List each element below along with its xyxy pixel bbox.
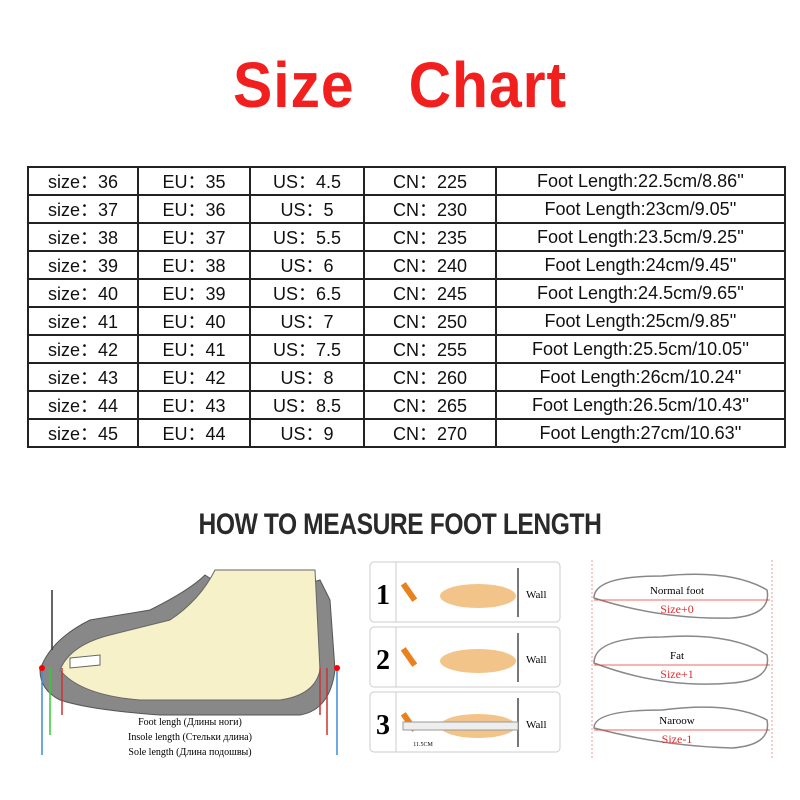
table-cell: EU：38 <box>137 250 251 280</box>
table-row: size：45 EU：44 US：9 CN：270 Foot Length:27cm/1… <box>27 418 786 448</box>
foot-icon <box>440 649 516 673</box>
table-cell: size：38 <box>27 222 139 252</box>
table-cell: Foot Length:23cm/9.05'' <box>495 194 786 224</box>
sole-length-label: Sole length (Длина подошвы) <box>128 747 251 758</box>
foot-outline <box>593 635 769 685</box>
table-cell: size：45 <box>27 418 139 448</box>
table-cell: EU：36 <box>137 194 251 224</box>
table-row: size：38 EU：37 US：5.5 CN：235 Foot Length:23.5… <box>27 222 786 252</box>
foot-outline <box>593 573 769 619</box>
table-cell: Foot Length:27cm/10.63'' <box>495 418 786 448</box>
table-cell: US：6.5 <box>249 278 365 308</box>
table-cell: US：5 <box>249 194 365 224</box>
table-row: size：41 EU：40 US：7 CN：250 Foot Length:25cm/9… <box>27 306 786 336</box>
table-cell: CN：250 <box>363 306 497 336</box>
table-cell: Foot Length:24.5cm/9.65'' <box>495 278 786 308</box>
step-number: 1 <box>376 580 390 611</box>
table-cell: size：37 <box>27 194 139 224</box>
table-cell: size：43 <box>27 362 139 392</box>
table-cell: US：6 <box>249 250 365 280</box>
table-row: size：42 EU：41 US：7.5 CN：255 Foot Length:25.5… <box>27 334 786 364</box>
table-cell: EU：42 <box>137 362 251 392</box>
table-cell: CN：225 <box>363 166 497 196</box>
table-cell: size：36 <box>27 166 139 196</box>
table-row: size：44 EU：43 US：8.5 CN：265 Foot Length:26.5… <box>27 390 786 420</box>
table-cell: EU：41 <box>137 334 251 364</box>
foot-type-label: Naroow <box>659 715 694 727</box>
table-cell: size：42 <box>27 334 139 364</box>
pencil-icon <box>400 582 418 602</box>
step-number: 3 <box>376 710 390 741</box>
measure-steps: 1 Wall 2 Wall 3 Wall 11.5CM <box>369 561 561 753</box>
wall-label: Wall <box>526 589 547 601</box>
table-cell: US：7.5 <box>249 334 365 364</box>
table-cell: US：4.5 <box>249 166 365 196</box>
step-number: 2 <box>376 645 390 676</box>
table-cell: CN：230 <box>363 194 497 224</box>
table-cell: Foot Length:25cm/9.85'' <box>495 306 786 336</box>
table-cell: Foot Length:26.5cm/10.43'' <box>495 390 786 420</box>
table-cell: EU：44 <box>137 418 251 448</box>
table-cell: Foot Length:25.5cm/10.05'' <box>495 334 786 364</box>
table-cell: CN：245 <box>363 278 497 308</box>
wall-label: Wall <box>526 654 547 666</box>
foot-size-label: Size-1 <box>662 732 693 746</box>
ruler-label: 11.5CM <box>413 742 433 748</box>
table-cell: CN：260 <box>363 362 497 392</box>
table-cell: size：40 <box>27 278 139 308</box>
foot-size-label: Size+0 <box>660 602 693 616</box>
table-cell: US：8.5 <box>249 390 365 420</box>
shoe-diagram: Foot lengh (Длины ноги) Insole length (С… <box>39 569 340 758</box>
size-table: size：36 EU：35 US：4.5 CN：225 Foot Length:22.5… <box>27 166 786 448</box>
table-cell: US：8 <box>249 362 365 392</box>
table-row: size：43 EU：42 US：8 CN：260 Foot Length:26cm/1… <box>27 362 786 392</box>
insole-length-label: Insole length (Стельки длина) <box>128 732 252 743</box>
table-cell: CN：235 <box>363 222 497 252</box>
table-cell: EU：35 <box>137 166 251 196</box>
pencil-icon <box>400 647 418 667</box>
table-cell: EU：37 <box>137 222 251 252</box>
table-row: size：37 EU：36 US：5 CN：230 Foot Length:23cm/9… <box>27 194 786 224</box>
foot-shape <box>59 569 321 701</box>
table-cell: size：41 <box>27 306 139 336</box>
table-row: size：36 EU：35 US：4.5 CN：225 Foot Length:22.5… <box>27 166 786 196</box>
foot-types: Normal foot Size+0 Fat Size+1 Naroow Size-1 <box>591 560 773 760</box>
table-cell: size：44 <box>27 390 139 420</box>
table-cell: Foot Length:24cm/9.45'' <box>495 250 786 280</box>
table-cell: Foot Length:26cm/10.24'' <box>495 362 786 392</box>
foot-type-label: Normal foot <box>650 585 704 597</box>
table-cell: EU：40 <box>137 306 251 336</box>
wall-label: Wall <box>526 719 547 731</box>
table-cell: US：7 <box>249 306 365 336</box>
foot-icon <box>440 584 516 608</box>
table-cell: CN：255 <box>363 334 497 364</box>
table-cell: CN：265 <box>363 390 497 420</box>
table-cell: US：9 <box>249 418 365 448</box>
foot-type-label: Fat <box>670 650 684 662</box>
table-row: size：40 EU：39 US：6.5 CN：245 Foot Length:24.5… <box>27 278 786 308</box>
table-cell: CN：270 <box>363 418 497 448</box>
table-cell: CN：240 <box>363 250 497 280</box>
table-cell: US：5.5 <box>249 222 365 252</box>
table-cell: Foot Length:23.5cm/9.25'' <box>495 222 786 252</box>
table-cell: Foot Length:22.5cm/8.86'' <box>495 166 786 196</box>
page-title: Size Chart <box>233 49 567 121</box>
table-cell: size：39 <box>27 250 139 280</box>
foot-length-label: Foot lengh (Длины ноги) <box>138 717 242 728</box>
table-cell: EU：39 <box>137 278 251 308</box>
measure-heading: HOW TO MEASURE FOOT LENGTH <box>198 508 602 541</box>
table-cell: EU：43 <box>137 390 251 420</box>
foot-size-label: Size+1 <box>660 667 693 681</box>
table-row: size：39 EU：38 US：6 CN：240 Foot Length:24cm/9… <box>27 250 786 280</box>
foot-outline <box>593 706 769 749</box>
